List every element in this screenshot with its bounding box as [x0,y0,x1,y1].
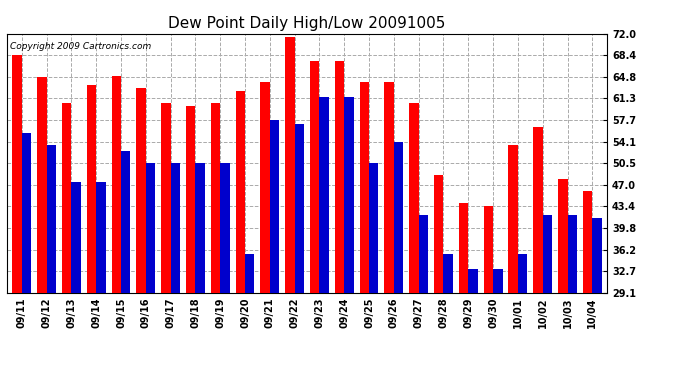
Bar [409,103,419,375]
Bar [543,215,552,375]
Bar [419,215,428,375]
Bar [87,85,96,375]
Bar [509,146,518,375]
Bar [270,120,279,375]
Bar [592,218,602,375]
Bar [146,164,155,375]
Bar [245,254,255,375]
Bar [518,254,527,375]
Bar [37,77,47,375]
Bar [493,269,502,375]
Bar [96,182,106,375]
Bar [186,106,195,375]
Bar [62,103,71,375]
Bar [459,202,469,375]
Bar [260,82,270,375]
Bar [121,152,130,375]
Bar [335,61,344,375]
Bar [484,206,493,375]
Bar [235,91,245,375]
Bar [71,182,81,375]
Bar [533,127,543,375]
Bar [310,61,319,375]
Text: Copyright 2009 Cartronics.com: Copyright 2009 Cartronics.com [10,42,151,51]
Bar [319,97,329,375]
Bar [434,176,444,375]
Bar [195,164,205,375]
Bar [558,178,567,375]
Bar [220,164,230,375]
Bar [444,254,453,375]
Bar [359,82,369,375]
Bar [295,124,304,375]
Bar [170,164,180,375]
Bar [22,133,31,375]
Bar [394,142,403,375]
Bar [161,103,170,375]
Bar [12,56,22,375]
Bar [583,190,592,375]
Bar [47,146,56,375]
Bar [285,37,295,375]
Bar [137,88,146,375]
Bar [369,164,379,375]
Bar [567,215,577,375]
Bar [344,97,354,375]
Title: Dew Point Daily High/Low 20091005: Dew Point Daily High/Low 20091005 [168,16,446,31]
Bar [112,76,121,375]
Bar [384,82,394,375]
Bar [469,269,477,375]
Bar [211,103,220,375]
